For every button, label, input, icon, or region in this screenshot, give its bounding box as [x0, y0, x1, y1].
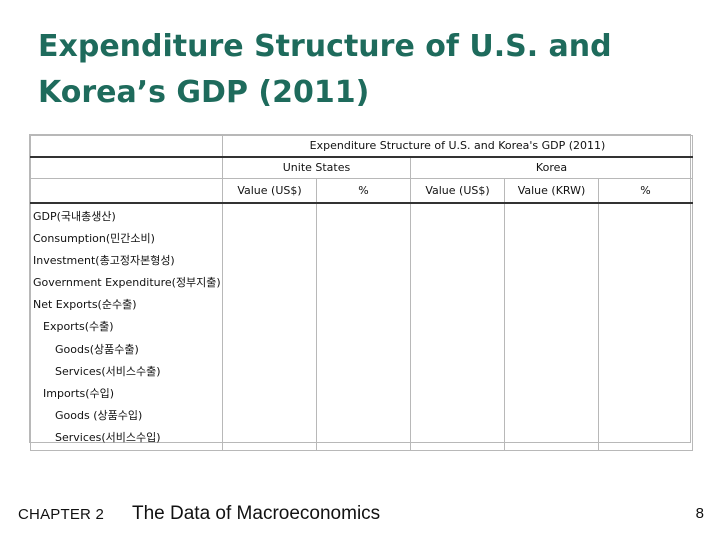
table-corner-cell: [30, 135, 223, 158]
us-value-column: [222, 202, 317, 451]
row-label-exports: Exports(수출): [43, 320, 114, 334]
us-percent-column: [316, 202, 411, 451]
group-header-us: Unite States: [222, 156, 411, 179]
footer-chapter: CHAPTER 2: [18, 506, 104, 523]
page-number: 8: [695, 505, 704, 522]
column-header-us-percent: %: [316, 178, 411, 204]
korea-percent-column: [597, 202, 694, 451]
footer-title: The Data of Macroeconomics: [132, 503, 381, 524]
row-label-imports-services: Services(서비스수입): [55, 431, 161, 445]
korea-value-krw-column: [504, 202, 599, 451]
column-header-us-value: Value (US$): [222, 178, 317, 204]
table-caption: Expenditure Structure of U.S. and Korea'…: [221, 135, 694, 158]
row-label-imports-goods: Goods (상품수입): [55, 409, 143, 423]
column-header-korea-value-krw: Value (KRW): [504, 178, 599, 204]
slide-title: Expenditure Structure of U.S. and Korea’…: [38, 24, 678, 116]
row-label-consumption: Consumption(민간소비): [33, 231, 155, 245]
korea-value-usd-column: [410, 202, 505, 451]
row-label-exports-goods: Goods(상품수출): [55, 342, 139, 356]
row-label-imports: Imports(수입): [43, 387, 115, 400]
table-corner-cell: [30, 156, 223, 179]
slide-title-line-1: Expenditure Structure of U.S. and: [38, 29, 612, 64]
row-label-exports-services: Services(서비스수출): [55, 364, 161, 378]
gdp-expenditure-table: Expenditure Structure of U.S. and Korea'…: [29, 134, 694, 451]
row-label-government-expenditure: Government Expenditure(정부지출): [33, 276, 221, 290]
row-label-investment: Investment(총고정자본형성): [33, 253, 175, 267]
group-header-korea: Korea: [409, 156, 694, 179]
slide-title-line-2: Korea’s GDP (2011): [38, 75, 370, 110]
row-label-gdp: GDP(국내총생산): [33, 209, 116, 223]
row-label-net-exports: Net Exports(순수출): [33, 298, 137, 312]
column-header-korea-value-usd: Value (US$): [410, 178, 505, 204]
row-labels-column: GDP(국내총생산) Consumption(민간소비) Investment(…: [30, 202, 223, 451]
table-corner-cell: [30, 178, 223, 204]
column-header-korea-percent: %: [597, 178, 694, 204]
